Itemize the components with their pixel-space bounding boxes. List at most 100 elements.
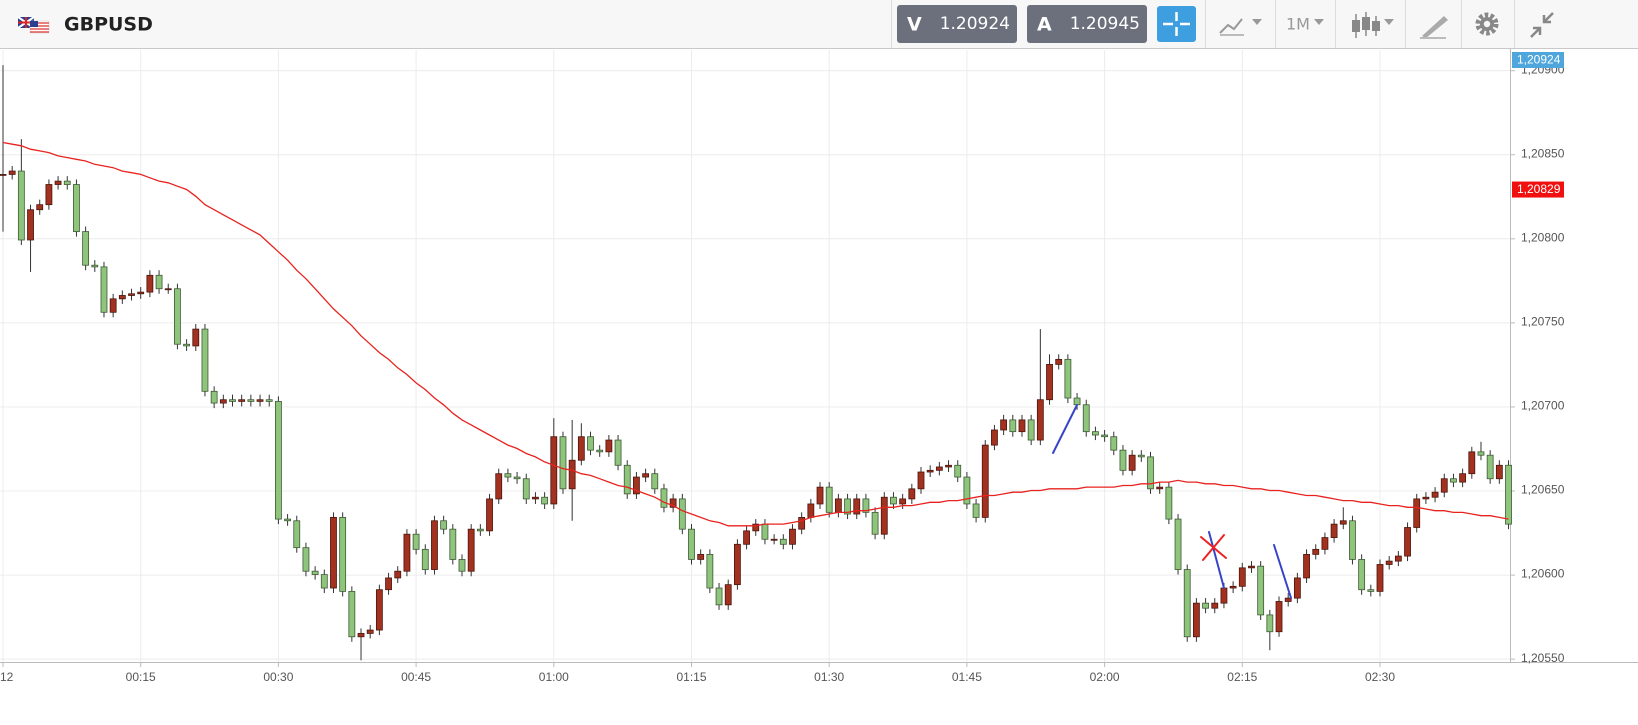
plot xyxy=(0,65,1512,661)
candle-body xyxy=(1303,553,1310,579)
candle-body xyxy=(256,399,264,402)
candle-body xyxy=(1486,454,1494,480)
candle-body xyxy=(91,264,99,268)
y-tick-label: 1,20650 xyxy=(1521,483,1565,497)
candle-body xyxy=(495,473,503,500)
trend-line xyxy=(1273,544,1292,599)
candle-body xyxy=(1128,454,1136,471)
candle-body xyxy=(73,184,80,232)
sell-label: V xyxy=(907,14,922,36)
candle-body xyxy=(36,204,44,211)
x-tick-label: 01:15 xyxy=(676,670,706,684)
candle-body xyxy=(45,184,53,206)
price-tag xyxy=(1512,52,1564,68)
chart-type-button[interactable] xyxy=(1352,12,1394,38)
header-bar xyxy=(0,0,1638,48)
y-tick-label: 1,20700 xyxy=(1521,399,1565,413)
candle-body xyxy=(155,274,163,290)
candle-body xyxy=(63,180,71,185)
draw-button[interactable] xyxy=(1420,16,1448,39)
candle-body xyxy=(1137,454,1145,458)
candle-body xyxy=(1385,560,1393,565)
candle-body xyxy=(1055,358,1063,365)
candle-body xyxy=(761,523,769,540)
candle-body xyxy=(1440,478,1448,493)
candle-body xyxy=(1073,397,1081,406)
collapse-button[interactable] xyxy=(1530,12,1554,38)
candle-body xyxy=(431,520,438,570)
candle-body xyxy=(926,469,934,473)
candle-body xyxy=(669,498,677,508)
symbol: GBPUSD xyxy=(64,14,153,36)
candle-body xyxy=(779,538,787,545)
settings-button[interactable] xyxy=(1475,12,1499,36)
candle-body xyxy=(660,488,668,508)
candle-body xyxy=(238,399,246,402)
candle-body xyxy=(541,496,549,505)
candle-body xyxy=(853,498,861,515)
candle-body xyxy=(991,429,998,446)
candle-body xyxy=(1092,431,1099,436)
candle-body xyxy=(798,517,806,530)
buy-button[interactable] xyxy=(1027,5,1147,43)
indicator-button[interactable] xyxy=(1219,18,1262,36)
candle-body xyxy=(605,439,613,453)
candle-body xyxy=(421,548,429,570)
candle-body xyxy=(614,439,622,466)
user-drawings xyxy=(1052,404,1292,599)
candle-body xyxy=(1193,602,1200,638)
x-tick-label: 00:45 xyxy=(401,670,431,684)
candle-body xyxy=(651,473,659,490)
candle-body xyxy=(1431,491,1439,498)
candle-body xyxy=(192,328,200,347)
y-tick-label: 1,20850 xyxy=(1521,146,1565,160)
candle-body xyxy=(917,471,925,490)
candle-body xyxy=(908,488,916,500)
candle-body xyxy=(1367,589,1375,592)
candle-body xyxy=(183,343,191,347)
candle-body xyxy=(476,528,484,532)
grid: 1,20550 1,20600 1,20650 1,20700 1,20750 1,208… xyxy=(0,50,1565,684)
candle-body xyxy=(1101,434,1108,438)
candle-body xyxy=(1202,602,1209,609)
price-tag xyxy=(1512,181,1564,198)
candle-body xyxy=(706,553,714,589)
candle-body xyxy=(935,466,943,471)
candle-body xyxy=(1404,527,1411,557)
candle-body xyxy=(522,478,530,500)
candle-body xyxy=(954,464,962,478)
candle-body xyxy=(146,274,154,293)
candle-body xyxy=(1174,518,1182,570)
candle-body xyxy=(1505,464,1512,525)
candle-body xyxy=(577,436,585,461)
candle-body xyxy=(458,559,466,572)
candle-body xyxy=(1229,585,1237,589)
x-tick-label: 02:00 xyxy=(1090,670,1120,684)
candle-body xyxy=(623,464,631,495)
candle-body xyxy=(981,444,989,518)
crosshair-button[interactable] xyxy=(1157,6,1196,42)
buy-label: A xyxy=(1037,14,1052,36)
candle-body xyxy=(109,298,117,313)
sell-button[interactable] xyxy=(897,5,1017,43)
candle-body xyxy=(899,498,907,505)
candle-body xyxy=(890,496,897,505)
candle-body xyxy=(1422,496,1430,500)
x-tick-label: 02:15 xyxy=(1227,670,1257,684)
timeframe-button[interactable]: 1M xyxy=(1286,15,1310,34)
candle-body xyxy=(688,528,695,560)
candle-body xyxy=(1046,364,1053,401)
x-tick-label: 01:00 xyxy=(539,670,569,684)
candle-body xyxy=(834,498,842,513)
candle-body xyxy=(963,476,971,505)
candle-body xyxy=(807,503,815,518)
candle-body xyxy=(137,291,145,295)
candle-body xyxy=(210,390,218,404)
candle-body xyxy=(568,459,576,490)
candle-body xyxy=(1284,597,1292,602)
y-tick-label: 1,20600 xyxy=(1521,567,1565,581)
candle-body xyxy=(504,473,512,478)
candle-body xyxy=(550,436,558,505)
y-tick-label: 1,20750 xyxy=(1521,315,1565,329)
